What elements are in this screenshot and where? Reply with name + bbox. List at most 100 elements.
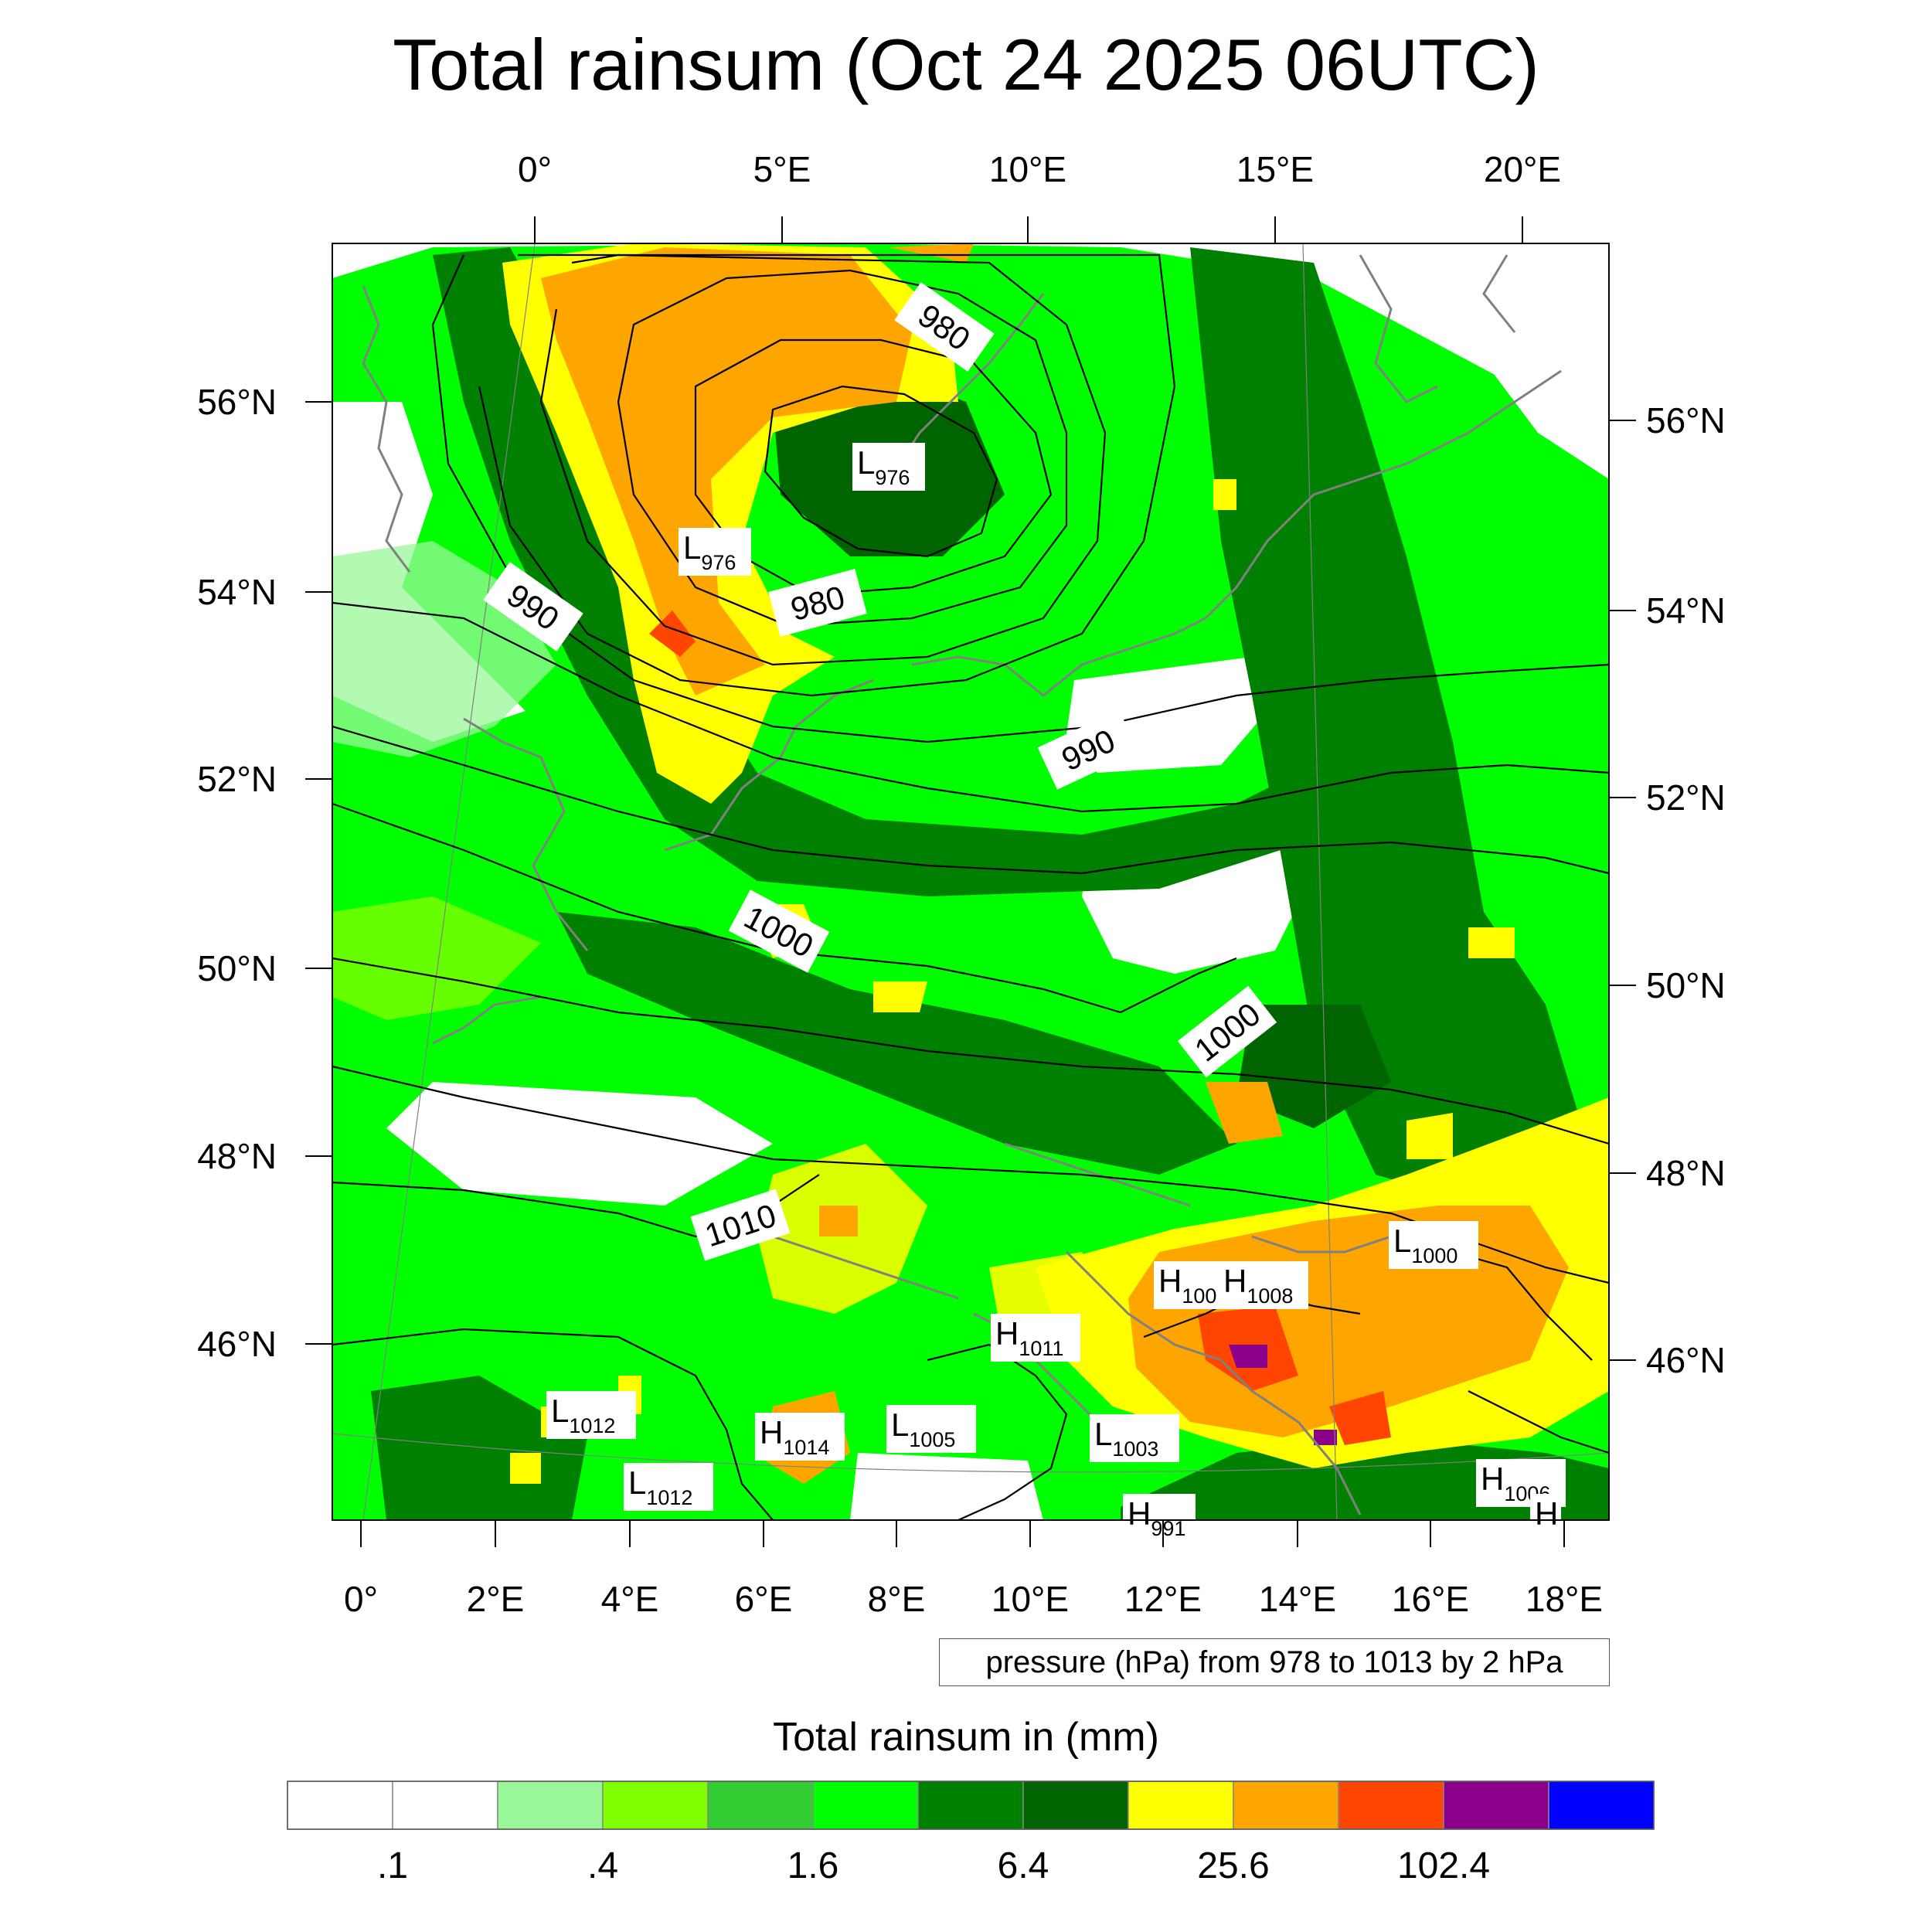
pressure-center-value: 1014 [783, 1436, 829, 1459]
bottom-lon-label: 0° [344, 1579, 378, 1619]
colorbar-box [1128, 1781, 1234, 1830]
pressure-center-type: L [551, 1393, 569, 1429]
contour-label: 980 [768, 569, 867, 637]
pressure-center-bg [1154, 1261, 1226, 1309]
left-lat-label: 46°N [197, 1324, 277, 1364]
pressure-center-label: H [1530, 1494, 1561, 1542]
pressure-center-label: H1014 [755, 1413, 845, 1461]
colorbar-tick-label: .1 [377, 1845, 408, 1886]
bottom-lon-label: 6°E [735, 1579, 793, 1619]
left-lat-label: 48°N [197, 1136, 277, 1176]
pressure-center-bg [1530, 1494, 1561, 1542]
pressure-center-value: 1012 [646, 1486, 692, 1509]
pressure-center-label: L1012 [624, 1463, 713, 1511]
pressure-center-type: L [857, 444, 875, 481]
pressure-center-text: L976 [857, 444, 910, 489]
left-lat-label: 50°N [197, 948, 277, 988]
colorbar-box [1443, 1781, 1549, 1830]
colorbar-box [812, 1781, 919, 1830]
pressure-center-bg [1219, 1261, 1308, 1309]
contour-label-bg [894, 282, 995, 372]
pressure-center-text: H1014 [760, 1414, 829, 1459]
pressure-center-type: H [1128, 1495, 1151, 1532]
pressure-center-text: L1012 [551, 1393, 615, 1437]
pressure-center-type: L [1094, 1416, 1112, 1452]
contour-label-bg [1037, 709, 1139, 790]
pressure-center-label: H1008 [1219, 1261, 1308, 1309]
left-lat-label: 54°N [197, 572, 277, 612]
pressure-center-value: 976 [701, 551, 736, 574]
pressure-center-label: L1005 [886, 1405, 976, 1453]
pressure-center-bg [1389, 1221, 1478, 1269]
bottom-lon-label: 18°E [1526, 1579, 1603, 1619]
pressure-center-type: L [683, 529, 701, 566]
colorbar-tick-label: 102.4 [1397, 1845, 1490, 1886]
pressure-center-text: H100 [1158, 1263, 1216, 1308]
pressure-center-type: L [1393, 1223, 1411, 1259]
pressure-center-bg [1123, 1494, 1196, 1542]
pressure-center-bg [624, 1463, 713, 1511]
top-lon-label: 0° [518, 149, 552, 189]
top-lon-label: 15°E [1236, 149, 1314, 189]
pressure-center-value: 976 [875, 466, 910, 489]
pressure-center-label: H1011 [991, 1314, 1080, 1362]
figure-title: Total rainsum (Oct 24 2025 06UTC) [393, 24, 1539, 105]
top-lon-label: 5°E [753, 149, 811, 189]
pressure-center-bg [679, 528, 751, 576]
colorbar-box [1233, 1781, 1339, 1830]
pressure-center-value: 100 [1182, 1284, 1216, 1308]
pressure-center-bg [755, 1413, 845, 1461]
pressure-center-type: H [1158, 1263, 1182, 1299]
pressure-center-bg [886, 1405, 976, 1453]
bottom-lon-label: 8°E [868, 1579, 926, 1619]
pressure-center-label: L1000 [1389, 1221, 1478, 1269]
coastlines [362, 254, 1562, 1515]
graticule [332, 243, 1609, 1520]
left-lat-label: 56°N [197, 382, 277, 422]
colorbar-box [602, 1781, 709, 1830]
pressure-center-value: 1000 [1411, 1244, 1458, 1267]
bottom-lon-label: 14°E [1259, 1579, 1336, 1619]
right-lat-label: 52°N [1646, 777, 1726, 818]
pressure-center-label: L976 [679, 528, 751, 576]
pressure-center-type: H [1481, 1461, 1504, 1497]
precipitation-field [332, 243, 1609, 1520]
pressure-center-value: 1005 [909, 1428, 955, 1451]
pressure-center-text: L1012 [628, 1464, 692, 1509]
pressure-center-bg [1090, 1414, 1179, 1462]
right-lat-label: 50°N [1646, 965, 1726, 1005]
bottom-lon-label: 10°E [992, 1579, 1069, 1619]
pressure-center-type: L [891, 1406, 909, 1443]
bottom-lon-label: 4°E [601, 1579, 659, 1619]
contour-label-bg [768, 569, 867, 637]
contour-label-bg [690, 1189, 791, 1261]
pressure-contour-note: pressure (hPa) from 978 to 1013 by 2 hPa [939, 1638, 1610, 1686]
contour-label-bg [1177, 985, 1277, 1078]
pressure-center-value: 1012 [569, 1414, 615, 1437]
pressure-center-bg [991, 1314, 1080, 1362]
pressure-center-label: H100 [1154, 1261, 1226, 1309]
colorbar-title: Total rainsum in (mm) [773, 1715, 1159, 1760]
top-lon-label: 10°E [989, 149, 1066, 189]
colorbar-tick-label: 6.4 [998, 1845, 1049, 1886]
pressure-center-label: L1012 [546, 1391, 636, 1439]
colorbar-box [1022, 1781, 1129, 1830]
pressure-center-text: L976 [683, 529, 736, 574]
map-frame [332, 243, 1610, 1521]
right-lat-label: 56°N [1646, 400, 1726, 440]
pressure-center-type: L [628, 1464, 646, 1501]
pressure-center-text: L1005 [891, 1406, 955, 1451]
pressure-center-type: H [1535, 1495, 1558, 1532]
colorbar-tick-label: .4 [587, 1845, 618, 1886]
pressure-center-type: H [760, 1414, 783, 1451]
pressure-center-text: L1003 [1094, 1416, 1158, 1461]
pressure-center-bg [852, 443, 925, 491]
pressure-center-label: L976 [852, 443, 925, 491]
contour-label-bg [483, 562, 583, 651]
pressure-center-value: 1003 [1112, 1437, 1158, 1461]
map-axes: 0° 5°E 10°E 15°E 20°E 0° 2°E 4°E 6°E 8°E 10°E 12°E 1… [197, 149, 1726, 1619]
pressure-center-bg [546, 1391, 636, 1439]
